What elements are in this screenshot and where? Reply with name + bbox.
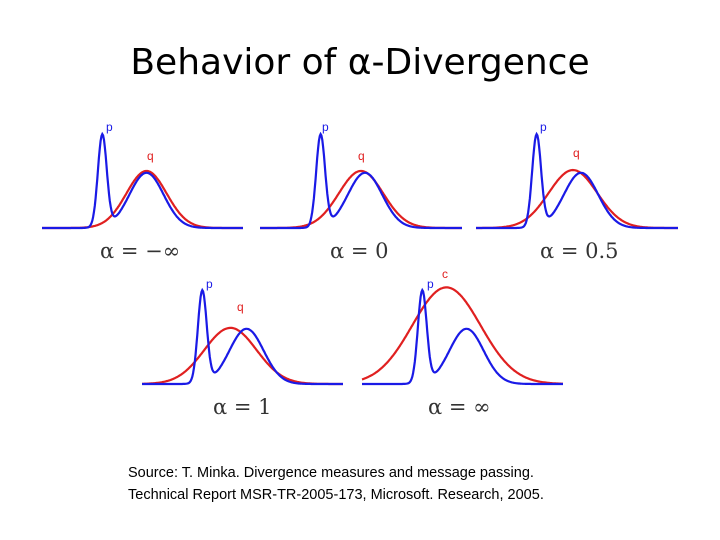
curve-label-q: c: [442, 267, 448, 281]
curve-label-q: q: [147, 149, 154, 163]
q-curve: [260, 169, 462, 230]
q-curve: [42, 169, 243, 230]
curve-label-p: p: [206, 277, 213, 291]
q-curve: [361, 286, 563, 385]
curve-label-p: p: [322, 120, 329, 134]
p-curve: [476, 131, 678, 230]
alpha-label: α = 0: [330, 239, 389, 263]
panel-2: p q α = 0: [260, 120, 462, 263]
source-line-1: Source: T. Minka. Divergence measures an…: [128, 465, 534, 481]
p-curve: [142, 287, 343, 386]
alpha-label: α = 0.5: [540, 239, 619, 263]
curve-label-p: p: [427, 277, 434, 291]
alpha-label: α = ∞: [428, 395, 491, 419]
q-curve: [142, 326, 343, 386]
p-curve: [42, 131, 243, 230]
panel-4: p q α = 1: [142, 277, 343, 419]
curve-label-p: p: [540, 120, 547, 134]
slide-title: Behavior of α-Divergence: [130, 42, 590, 83]
panel-1: p q α = −∞: [42, 120, 243, 263]
curve-label-q: q: [237, 300, 244, 314]
p-curve: [362, 287, 563, 386]
panel-3: p q α = 0.5: [476, 120, 678, 263]
panel-5: pc α = ∞: [361, 267, 563, 419]
source-citation: Source: T. Minka. Divergence measures an…: [128, 462, 688, 506]
curve-label-q: q: [573, 146, 580, 160]
curve-label-p: p: [106, 120, 113, 134]
p-curve: [260, 131, 462, 230]
source-line-2: Technical Report MSR-TR-2005-173, Micros…: [128, 487, 544, 503]
alpha-label: α = 1: [213, 395, 272, 419]
q-curve: [476, 168, 678, 230]
curve-label-q: q: [358, 149, 365, 163]
alpha-label: α = −∞: [100, 239, 180, 263]
